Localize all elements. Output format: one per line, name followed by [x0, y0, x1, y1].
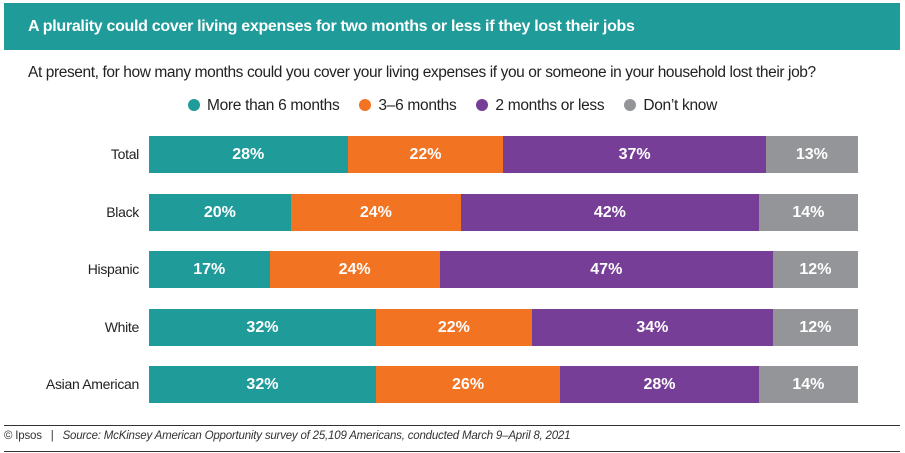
legend-swatch: [359, 99, 372, 111]
copyright: © Ipsos: [4, 430, 42, 442]
data-label: 32%: [246, 318, 279, 336]
data-label: 13%: [795, 145, 828, 163]
legend-item: Don’t know: [624, 97, 717, 115]
bar-segment: 47%: [439, 251, 773, 288]
data-label: 22%: [437, 318, 470, 336]
category-label: Black: [106, 204, 139, 220]
data-label: 12%: [799, 260, 832, 278]
category-label: Asian American: [45, 376, 139, 392]
data-label: 28%: [643, 375, 676, 393]
bar-segment: 37%: [503, 136, 766, 173]
legend-swatch: [476, 99, 489, 111]
bar-segment: 28%: [560, 366, 759, 403]
bar-segment: 14%: [758, 366, 858, 403]
data-label: 14%: [792, 375, 825, 393]
legend-item: 2 months or less: [476, 97, 605, 115]
data-label: 12%: [799, 318, 832, 336]
bar-segment: 32%: [149, 309, 376, 346]
bar-row: Total 28% 22% 37% 13%: [0, 136, 905, 173]
stacked-bar: 32% 26% 28% 14%: [149, 366, 858, 403]
bar-segment: 14%: [758, 194, 858, 231]
bar-segment: 24%: [269, 251, 440, 288]
bar-segment: 12%: [772, 251, 858, 288]
legend-label: 3–6 months: [378, 97, 457, 114]
bar-segment: 22%: [375, 309, 532, 346]
footer-separator: |: [50, 430, 54, 442]
legend-label: 2 months or less: [495, 97, 605, 114]
data-label: 26%: [452, 375, 485, 393]
data-label: 20%: [203, 203, 236, 221]
data-label: 37%: [618, 145, 651, 163]
bar-segment: 17%: [149, 251, 270, 288]
data-label: 42%: [593, 203, 626, 221]
bar-row: White 32% 22% 34% 12%: [0, 309, 905, 346]
stacked-bar: 20% 24% 42% 14%: [149, 194, 858, 231]
stacked-bar: 28% 22% 37% 13%: [149, 136, 858, 173]
data-label: 34%: [636, 318, 669, 336]
chart-title: A plurality could cover living expenses …: [4, 3, 900, 50]
legend-item: More than 6 months: [187, 97, 340, 115]
data-label: 47%: [590, 260, 623, 278]
bar-segment: 12%: [772, 309, 858, 346]
bar-segment: 22%: [347, 136, 504, 173]
bar-row: Black 20% 24% 42% 14%: [0, 194, 905, 231]
data-label: 24%: [338, 260, 371, 278]
data-label: 14%: [792, 203, 825, 221]
data-label: 28%: [232, 145, 265, 163]
legend-label: Don’t know: [643, 97, 718, 114]
data-label: 22%: [409, 145, 442, 163]
stacked-bar: 17% 24% 47% 12%: [149, 251, 858, 288]
legend-swatch: [624, 99, 637, 111]
footer: © Ipsos | Source: McKinsey American Oppo…: [4, 430, 570, 442]
stacked-bar: 32% 22% 34% 12%: [149, 309, 858, 346]
bar-segment: 32%: [149, 366, 376, 403]
bar-segment: 13%: [765, 136, 858, 173]
bar-segment: 34%: [531, 309, 773, 346]
bar-segment: 26%: [375, 366, 561, 403]
legend-swatch: [187, 99, 200, 111]
source-note: Source: McKinsey American Opportunity su…: [62, 430, 571, 442]
legend-item: 3–6 months: [359, 97, 457, 115]
bar-row: Asian American 32% 26% 28% 14%: [0, 366, 905, 403]
bar-segment: 20%: [149, 194, 291, 231]
data-label: 32%: [246, 375, 279, 393]
legend-label: More than 6 months: [206, 97, 340, 114]
category-label: Hispanic: [87, 261, 140, 277]
category-label: White: [104, 319, 140, 335]
bar-segment: 42%: [460, 194, 759, 231]
legend: More than 6 months 3–6 months 2 months or …: [0, 97, 905, 115]
footer-divider: [4, 425, 900, 426]
bar-segment: 24%: [290, 194, 461, 231]
data-label: 17%: [193, 260, 226, 278]
bar-row: Hispanic 17% 24% 47% 12%: [0, 251, 905, 288]
bar-segment: 28%: [149, 136, 348, 173]
footer-divider-bottom: [4, 451, 900, 452]
data-label: 24%: [359, 203, 392, 221]
category-label: Total: [110, 146, 139, 162]
chart-subtitle: At present, for how many months could yo…: [28, 64, 816, 81]
